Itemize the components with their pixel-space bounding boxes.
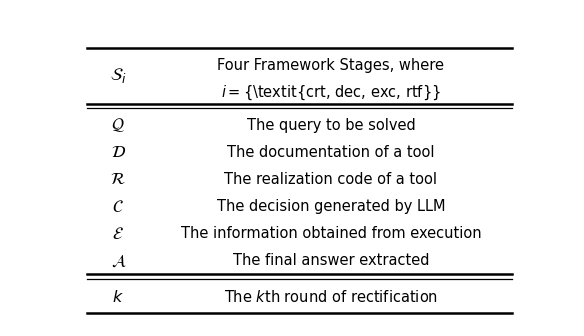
Text: $\mathcal{S}_i$: $\mathcal{S}_i$ [110,67,127,85]
Text: The decision generated by LLM: The decision generated by LLM [217,199,445,214]
Text: $k$: $k$ [112,289,124,305]
Text: The $k$th round of rectification: The $k$th round of rectification [224,289,438,305]
Text: $\mathcal{C}$: $\mathcal{C}$ [112,198,124,216]
Text: $i =\{$\textit{crt, dec, exc, rtf}$\}$: $i =\{$\textit{crt, dec, exc, rtf}$\}$ [221,84,441,102]
Text: $\mathcal{Q}$: $\mathcal{Q}$ [112,116,125,134]
Text: The information obtained from execution: The information obtained from execution [180,226,481,241]
Text: $\mathcal{A}$: $\mathcal{A}$ [110,252,126,270]
Text: $\mathcal{R}$: $\mathcal{R}$ [110,170,126,188]
Text: The query to be solved: The query to be solved [246,118,415,132]
Text: Four Framework Stages, where: Four Framework Stages, where [217,58,444,73]
Text: $\mathcal{E}$: $\mathcal{E}$ [112,225,124,243]
Text: $\mathcal{D}$: $\mathcal{D}$ [111,143,126,161]
Text: The final answer extracted: The final answer extracted [233,253,429,268]
Text: The realization code of a tool: The realization code of a tool [224,172,437,187]
Text: The documentation of a tool: The documentation of a tool [227,145,434,160]
